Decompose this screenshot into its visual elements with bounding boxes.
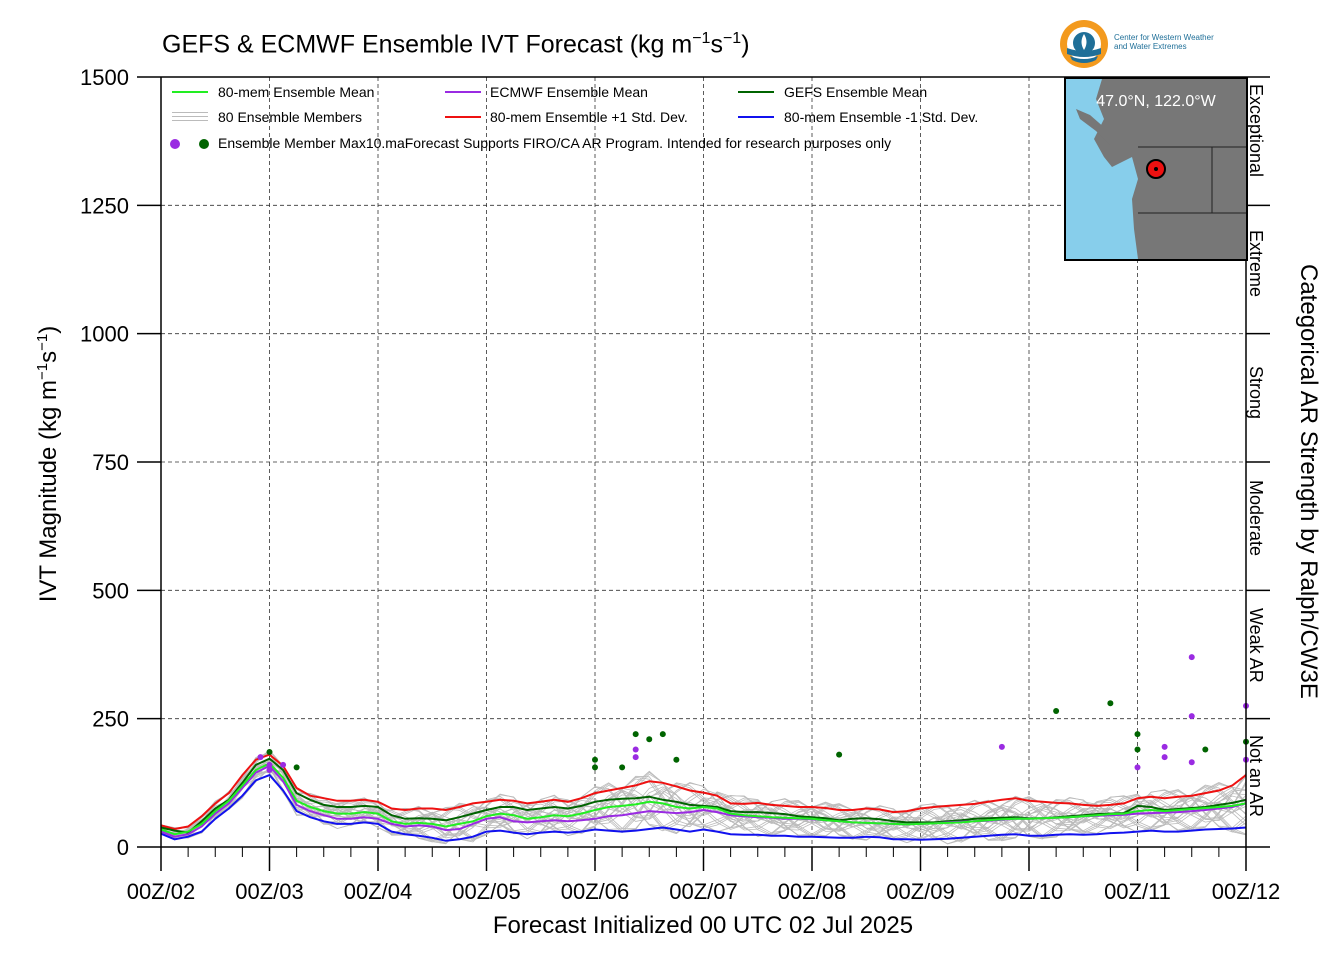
legend-label-minus-sd: 80-mem Ensemble -1 Std. Dev. (784, 109, 979, 125)
y-tick-label: 0 (117, 835, 129, 860)
x-tick-label: 00Z/09 (886, 879, 955, 904)
category-extreme: Extreme (1246, 230, 1266, 298)
inset-coordinates: 47.0°N, 122.0°W (1096, 93, 1216, 110)
legend-label-member-max: Ensemble Member Max10.maForecast Support… (218, 135, 892, 151)
member-max-point (266, 761, 273, 768)
x-tick-label: 00Z/04 (344, 879, 413, 904)
legend-swatch-members-3 (172, 120, 208, 121)
member-max-point (619, 764, 626, 771)
ensemble-member-line (160, 765, 1247, 841)
category-weak-ar: Weak AR (1246, 608, 1266, 683)
category-not-an-ar: Not an AR (1246, 735, 1266, 818)
member-max-point (632, 746, 639, 753)
member-max-point (646, 736, 653, 743)
category-exceptional: Exceptional (1246, 84, 1266, 178)
member-max-point (659, 731, 666, 738)
legend-swatch-members-2 (172, 116, 208, 117)
member-max-point (266, 749, 273, 756)
y-tick-label: 1250 (80, 193, 129, 218)
inset-location-center (1154, 167, 1158, 171)
member-max-point (1134, 746, 1141, 753)
legend-label-members: 80 Ensemble Members (218, 109, 362, 125)
x-tick-label: 00Z/02 (127, 879, 196, 904)
member-max-point (1053, 707, 1060, 714)
y-tick-label: 1000 (80, 322, 129, 347)
member-max-point (836, 751, 843, 758)
legend-swatch-ecmwf (445, 91, 481, 93)
x-tick-label: 00Z/12 (1212, 879, 1281, 904)
member-max-point (257, 754, 264, 761)
x-tick-label: 00Z/07 (669, 879, 738, 904)
member-max-point (266, 767, 273, 773)
cw3e-logo-icon (1060, 20, 1108, 68)
y-tick-label: 1500 (80, 65, 129, 90)
legend-swatch-members (172, 112, 208, 113)
legend-label-ecmwf: ECMWF Ensemble Mean (490, 84, 648, 100)
legend-swatch-ens-mean (172, 91, 208, 93)
series-line-3 (160, 753, 1247, 831)
legend-label-gefs: GEFS Ensemble Mean (784, 84, 928, 100)
x-tick-label: 00Z/08 (778, 879, 847, 904)
legend-dot-ecmwf-max (170, 139, 180, 149)
legend-dot-gefs-max (199, 139, 209, 149)
member-max-point (1107, 700, 1114, 707)
y-axis-label: IVT Magnitude (kg m−1s−1) (34, 325, 62, 603)
member-max-point (592, 764, 598, 771)
inset-borders (1138, 146, 1246, 214)
member-max-point (998, 743, 1005, 750)
member-max-point (1188, 654, 1195, 661)
location-inset-map: 47.0°N, 122.0°W (1064, 77, 1248, 261)
member-max-point (632, 754, 639, 761)
member-max-point (632, 731, 639, 738)
x-tick-label: 00Z/05 (452, 879, 521, 904)
member-max-point (280, 761, 287, 768)
x-tick-label: 00Z/03 (235, 879, 304, 904)
category-strong: Strong (1246, 366, 1266, 420)
logo-line1: Center for Western Weather (1114, 33, 1214, 42)
right-axis-label: Categorical AR Strength by Ralph/CW3E (1295, 264, 1322, 699)
series-line-0 (160, 762, 1247, 836)
ensemble-member-line (160, 770, 1247, 843)
inset-ocean (1066, 79, 1138, 259)
x-tick-label: 00Z/06 (561, 879, 630, 904)
member-max-point (1161, 754, 1168, 761)
axes (137, 76, 1270, 871)
member-max-point (1188, 759, 1195, 766)
chart-title: GEFS & ECMWF Ensemble IVT Forecast (kg m… (162, 30, 750, 59)
member-max-point (592, 756, 598, 763)
series-line-4 (160, 773, 1247, 842)
member-max-point (1134, 764, 1141, 771)
inset-island (1076, 109, 1118, 145)
member-max-point (1134, 731, 1141, 738)
member-max-point (1202, 746, 1209, 753)
inset-map-svg (1066, 79, 1246, 259)
legend-label-ens-mean: 80-mem Ensemble Mean (218, 84, 375, 100)
x-axis-label: Forecast Initialized 00 UTC 02 Jul 2025 (492, 912, 914, 939)
tick-labels: 0 250 500 750 1000 1250 1500 00Z/02 00Z/03 00Z/04… (80, 65, 1280, 904)
member-max-point (293, 764, 300, 771)
y-tick-label: 750 (92, 450, 129, 475)
legend-label-plus-sd: 80-mem Ensemble +1 Std. Dev. (490, 109, 688, 125)
legend-swatch-minus-sd (738, 116, 774, 118)
x-tick-label: 00Z/11 (1104, 879, 1171, 904)
y-tick-label: 500 (92, 578, 129, 603)
member-max-point (1161, 743, 1168, 750)
logo-text: Center for Western Weather and Water Ext… (1114, 33, 1254, 51)
category-moderate: Moderate (1246, 480, 1266, 557)
member-max-point (673, 756, 680, 763)
x-tick-label: 00Z/10 (995, 879, 1064, 904)
cw3e-logo: Center for Western Weather and Water Ext… (1058, 18, 1258, 74)
ensemble-member-line (160, 768, 1247, 844)
legend-swatch-plus-sd (445, 116, 481, 118)
ensemble-member-line (160, 751, 1247, 840)
y-tick-label: 250 (92, 707, 129, 732)
logo-line2: and Water Extremes (1114, 42, 1187, 51)
series-lines (160, 753, 1247, 842)
member-max-points (257, 654, 1249, 773)
member-max-point (1188, 713, 1195, 720)
legend-swatch-gefs (738, 91, 774, 93)
grid (161, 77, 1246, 847)
